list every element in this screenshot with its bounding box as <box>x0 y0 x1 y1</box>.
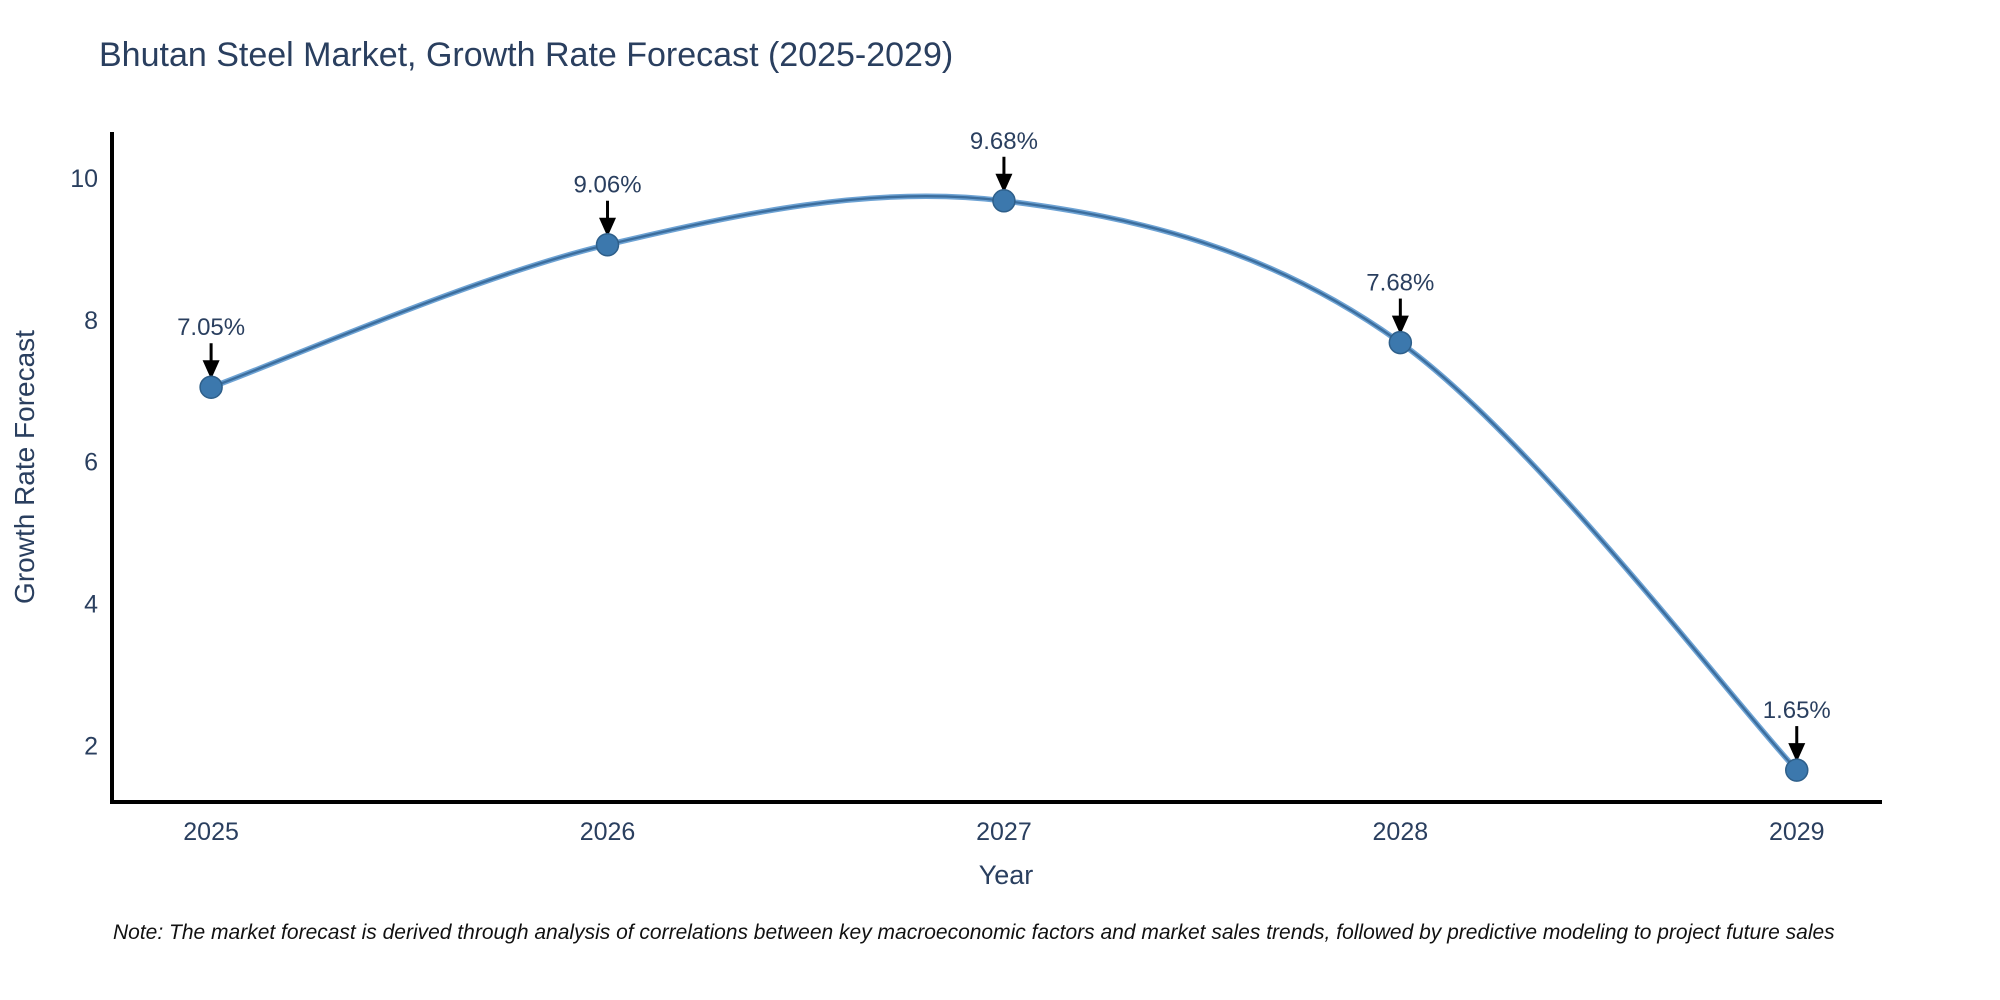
data-point-marker[interactable] <box>992 189 1016 213</box>
x-tick-label: 2028 <box>1373 818 1429 846</box>
annotation-arrowhead-icon <box>202 360 220 380</box>
data-point-marker[interactable] <box>1785 758 1809 782</box>
point-annotation-label: 9.68% <box>970 128 1038 155</box>
point-annotation-label: 7.68% <box>1366 270 1434 297</box>
chart-note: Note: The market forecast is derived thr… <box>113 921 1835 944</box>
y-tick-label: 10 <box>70 165 98 193</box>
y-tick-label: 2 <box>84 732 98 760</box>
annotation-arrowhead-icon <box>1391 315 1409 335</box>
y-tick-label: 6 <box>84 449 98 477</box>
data-point-marker[interactable] <box>595 232 620 257</box>
y-tick-label: 4 <box>84 590 98 618</box>
chart-title: Bhutan Steel Market, Growth Rate Forecas… <box>99 36 954 74</box>
forecast-line-outer <box>208 193 1800 773</box>
y-tick-label: 8 <box>84 307 98 335</box>
point-annotation-label: 7.05% <box>177 314 245 341</box>
point-annotation-label: 9.06% <box>573 172 641 199</box>
data-point-marker[interactable] <box>199 375 223 399</box>
x-tick-label: 2025 <box>183 818 239 846</box>
annotation-arrowhead-icon <box>1788 743 1806 763</box>
y-axis-title: Growth Rate Forecast <box>9 330 40 604</box>
forecast-line-core <box>209 194 1798 772</box>
x-axis-title: Year <box>979 860 1034 890</box>
x-tick-label: 2026 <box>580 818 636 846</box>
data-point-marker[interactable] <box>1388 330 1413 355</box>
x-tick-label: 2029 <box>1769 818 1825 846</box>
annotation-arrowhead-icon <box>599 217 617 237</box>
x-tick-label: 2027 <box>976 818 1032 846</box>
point-annotation-label: 1.65% <box>1763 697 1831 724</box>
annotation-arrowhead-icon <box>995 173 1013 193</box>
